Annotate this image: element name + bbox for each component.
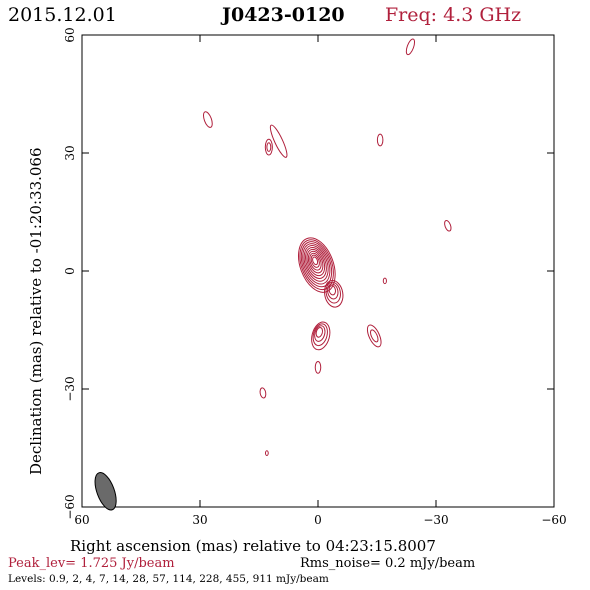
observation-date: 2015.12.01 [8, 4, 117, 26]
plot-frame [81, 34, 555, 508]
contour-ring [328, 285, 337, 296]
contour-blob [203, 111, 213, 128]
contour-blob [264, 450, 269, 456]
contour-layer [203, 38, 452, 456]
contour-ring [311, 321, 331, 351]
contour-blob [370, 329, 379, 343]
contour-ring [302, 243, 331, 285]
contour-ring [299, 239, 334, 291]
contour-blob [266, 142, 272, 152]
contour-ring [309, 252, 322, 271]
y-axis-label: Declination (mas) relative to -01:20:33.… [27, 147, 45, 475]
beam-shape [94, 472, 117, 511]
contour-ring [305, 246, 327, 279]
x-tick-label: 30 [192, 513, 207, 527]
contour-ring [327, 283, 339, 300]
contour-ring [312, 323, 328, 347]
contour-blob [382, 277, 387, 285]
contour-blob [366, 324, 382, 348]
contour-blob [264, 138, 273, 156]
y-tick-label: −60 [63, 494, 77, 519]
contour-ring [303, 245, 329, 282]
contour-ring [324, 280, 344, 308]
beam-ellipse [94, 472, 117, 511]
x-tick-label: −30 [423, 513, 448, 527]
contour-ring [306, 248, 326, 277]
x-tick-label: −60 [541, 513, 566, 527]
contour-blob [376, 133, 384, 147]
x-axis-label: Right ascension (mas) relative to 04:23:… [70, 537, 436, 555]
contour-ring [300, 241, 333, 288]
contour-ring [312, 256, 319, 266]
source-name: J0423-0120 [220, 4, 345, 26]
y-tick-label: −30 [63, 376, 77, 401]
contour-blob [259, 387, 267, 399]
contour-ring [310, 254, 320, 268]
contour-blob [444, 220, 452, 232]
contour-blob [314, 360, 322, 374]
x-tick-label: 0 [314, 513, 322, 527]
x-tick-label: 60 [74, 513, 89, 527]
y-tick-label: 0 [63, 267, 77, 275]
frequency-label: Freq: 4.3 GHz [385, 4, 521, 26]
contour-levels: Levels: 0.9, 2, 4, 7, 14, 28, 57, 114, 2… [8, 573, 329, 585]
peak-level: Peak_lev= 1.725 Jy/beam [8, 556, 175, 571]
contour-ring [315, 327, 324, 338]
rms-noise: Rms_noise= 0.2 mJy/beam [300, 556, 475, 571]
contour-blob [405, 38, 416, 56]
y-tick-label: 30 [63, 145, 77, 160]
contour-ring [307, 250, 324, 274]
contour-ring [314, 325, 326, 342]
contour-blob [269, 124, 288, 158]
y-tick-label: 60 [63, 27, 77, 42]
contour-ring [325, 281, 341, 304]
